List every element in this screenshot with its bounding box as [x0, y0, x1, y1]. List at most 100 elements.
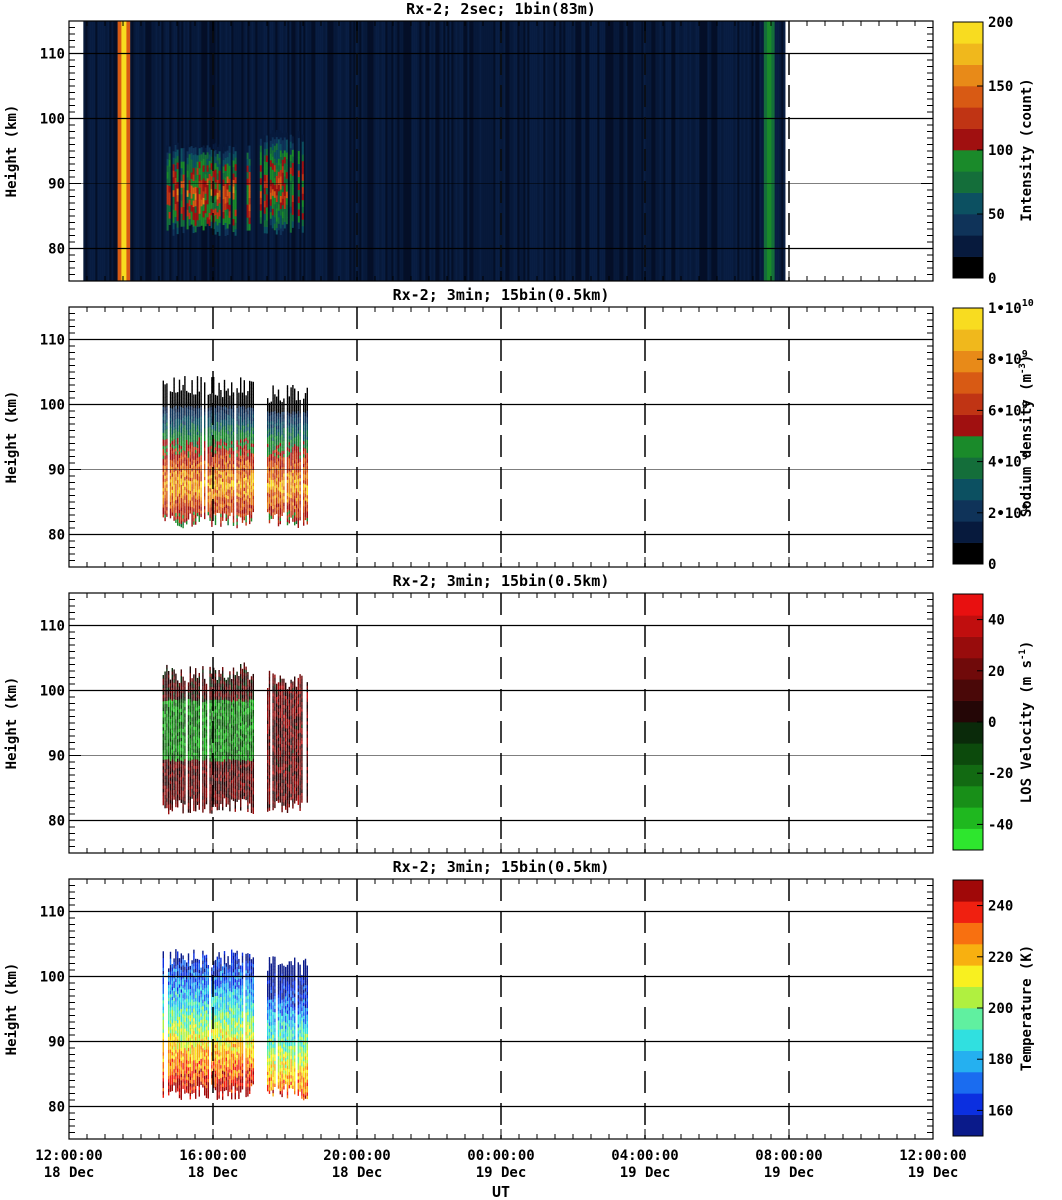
colorbar-segment: [953, 944, 983, 966]
colorbar-segment: [953, 1029, 983, 1051]
colorbar: 160 180 200 220 240 Temperature (K): [952, 879, 1035, 1137]
panel-3: Rx-2; 3min; 15bin(0.5km) 80 90 100 110 Height…: [4, 572, 1035, 854]
y-tick-label: 100: [40, 398, 65, 414]
colorbar-segment: [953, 22, 983, 44]
colorbar-tick-label: 4•109: [988, 452, 1028, 471]
colorbar-segment: [953, 1008, 983, 1030]
colorbar-tick-label: 240: [988, 899, 1013, 915]
colorbar: 0 50 100 150 200 Intensity (count): [952, 15, 1035, 287]
colorbar-segment: [953, 64, 983, 87]
colorbar-segment: [953, 965, 983, 987]
y-tick-label: 90: [48, 177, 65, 193]
panel-title: Rx-2; 2sec; 1bin(83m): [406, 0, 596, 18]
colorbar-segment: [953, 786, 983, 808]
colorbar-tick-label: 0: [988, 715, 996, 731]
y-tick-label: 110: [40, 333, 65, 349]
colorbar-tick-label: 50: [988, 207, 1005, 223]
panel-1: Rx-2; 2sec; 1bin(83m) 80 90 100 110 Height (k…: [4, 0, 1035, 287]
panel-4: Rx-2; 3min; 15bin(0.5km) 80 90 100 110 Height…: [4, 858, 1035, 1140]
colorbar-segment: [953, 722, 983, 744]
y-tick-label: 80: [48, 814, 65, 830]
colorbar-segment: [953, 658, 983, 680]
colorbar-segment: [953, 329, 983, 351]
colorbar-segment: [953, 457, 983, 479]
y-axis-label: Height (km): [4, 963, 20, 1056]
colorbar-segment: [953, 500, 983, 522]
panel-2: Rx-2; 3min; 15bin(0.5km) 80 90 100 110 Height…: [4, 286, 1035, 573]
colorbar-tick-label: 200: [988, 15, 1013, 31]
y-tick-label: 110: [40, 905, 65, 921]
panel-title: Rx-2; 3min; 15bin(0.5km): [393, 858, 610, 876]
data-block-1: [162, 662, 254, 815]
colorbar-segment: [953, 922, 983, 945]
colorbar-segment: [953, 700, 983, 723]
heatmap-feature-4: [763, 21, 775, 281]
colorbar-segment: [953, 86, 983, 108]
colorbar-segment: [953, 192, 983, 215]
colorbar-label: Sodium density (m-3): [1018, 355, 1035, 518]
data-block-1: [162, 949, 254, 1100]
y-tick-label: 80: [48, 528, 65, 544]
colorbar-tick-label: 8•109: [988, 349, 1028, 368]
colorbar-tick-label: 200: [988, 1001, 1013, 1017]
data-block-2: [267, 384, 308, 528]
y-ticks: [68, 878, 934, 1140]
colorbar-tick-label: -40: [988, 817, 1013, 833]
colorbar-tick-label: 0: [988, 557, 996, 573]
colorbar-label: Intensity (count): [1019, 78, 1035, 221]
y-tick-label: 90: [48, 1035, 65, 1051]
colorbar-tick-label: 0: [988, 271, 996, 287]
colorbar-segment: [953, 542, 983, 565]
plot-area: [162, 949, 308, 1101]
colorbar-segment: [953, 478, 983, 501]
colorbar-label: Temperature (K): [1019, 945, 1035, 1071]
colorbar-segment: [953, 43, 983, 65]
colorbar-segment: [953, 743, 983, 765]
colorbar-segment: [953, 372, 983, 394]
data-block-2: [267, 956, 308, 1101]
y-tick-label: 110: [40, 47, 65, 63]
y-ticks: [68, 306, 934, 568]
colorbar-segment: [953, 150, 983, 172]
grid-lines: [69, 21, 933, 281]
colorbar-segment: [953, 986, 983, 1009]
y-tick-label: 80: [48, 1100, 65, 1116]
colorbar: 0 2•109 4•109 6•109 8•109 1•1010 Sodium densit…: [952, 298, 1035, 573]
panel-title: Rx-2; 3min; 15bin(0.5km): [393, 286, 610, 304]
colorbar-segment: [953, 679, 983, 701]
colorbar: -40 -20 0 20 40 LOS Velocity (m s-1): [952, 593, 1035, 851]
y-axis-label: Height (km): [4, 391, 20, 484]
plot-area: [83, 21, 786, 281]
y-tick-label: 110: [40, 619, 65, 635]
colorbar-segment: [953, 256, 983, 279]
grid-lines: [69, 593, 933, 853]
plot-area: [162, 376, 308, 529]
colorbar-tick-label: 20: [988, 664, 1005, 680]
colorbar-segment: [953, 594, 983, 616]
colorbar-tick-label: 100: [988, 143, 1013, 159]
colorbar-tick-label: 220: [988, 950, 1013, 966]
panel-title: Rx-2; 3min; 15bin(0.5km): [393, 572, 610, 590]
colorbar-segment: [953, 214, 983, 236]
y-tick-label: 90: [48, 463, 65, 479]
colorbar-segment: [953, 1093, 983, 1115]
colorbar-segment: [953, 1114, 983, 1137]
colorbar-segment: [953, 828, 983, 851]
colorbar-segment: [953, 393, 983, 415]
colorbar-segment: [953, 807, 983, 829]
y-ticks: [68, 592, 934, 854]
colorbar-segment: [953, 436, 983, 458]
y-tick-label: 90: [48, 749, 65, 765]
colorbar-segment: [953, 171, 983, 193]
heatmap-feature-1: [117, 21, 131, 281]
colorbar-segment: [953, 615, 983, 637]
plot-area: [162, 662, 308, 815]
colorbar-tick-label: 180: [988, 1052, 1013, 1068]
